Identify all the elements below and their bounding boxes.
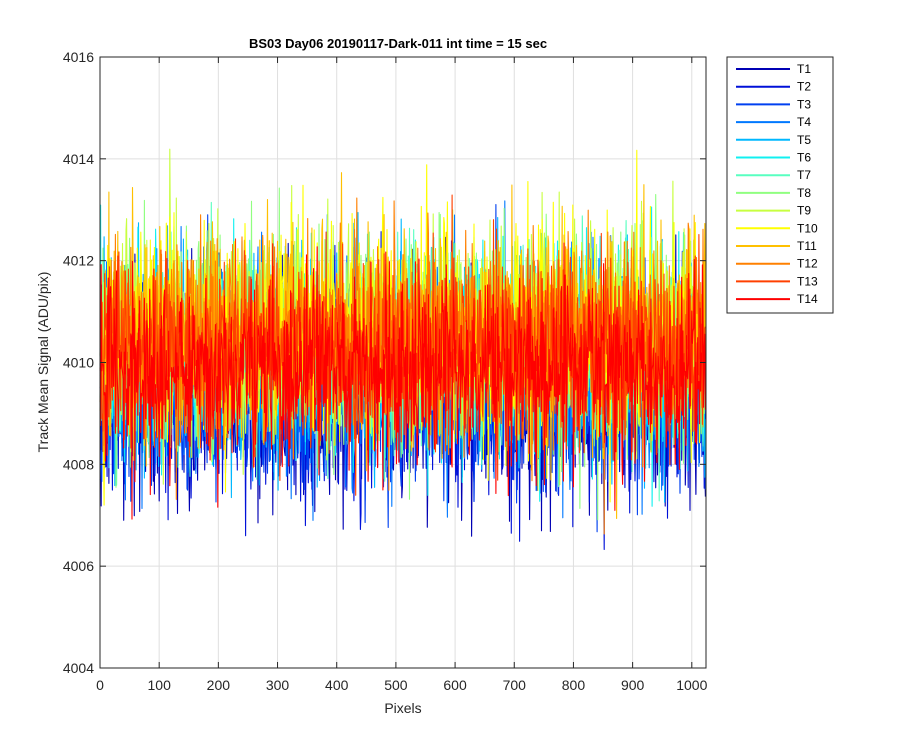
y-tick-label: 4006: [63, 558, 94, 574]
plot-area: 0 100 200 300 400 500 600 700 800 900 1000 4004 4006…: [63, 49, 708, 693]
y-tick-label: 4008: [63, 456, 94, 472]
y-tick-label: 4004: [63, 660, 94, 676]
legend-label-t2: T2: [797, 80, 811, 94]
x-tick-label: 800: [562, 677, 586, 693]
legend-label-t10: T10: [797, 221, 818, 235]
x-tick-label: 1000: [676, 677, 707, 693]
x-tick-label: 0: [96, 677, 104, 693]
x-tick-label: 500: [384, 677, 408, 693]
series-group: [99, 148, 706, 551]
legend-label-t4: T4: [797, 115, 811, 129]
y-axis-label: Track Mean Signal (ADU/pix): [35, 272, 51, 453]
legend-label-t13: T13: [797, 274, 818, 288]
legend-label-t8: T8: [797, 186, 811, 200]
series-line-t13: [99, 194, 706, 496]
x-tick-label: 400: [325, 677, 349, 693]
legend-label-t3: T3: [797, 97, 811, 111]
legend: T1 T2 T3 T4 T5 T6 T7 T8 T9 T10 T11 T12 T13 T14: [726, 56, 834, 314]
legend-label-t1: T1: [797, 62, 811, 76]
y-tick-label: 4012: [63, 253, 94, 269]
x-tick-label: 300: [266, 677, 290, 693]
x-axis-label: Pixels: [384, 700, 421, 716]
legend-label-t6: T6: [797, 151, 811, 165]
chart-title: BS03 Day06 20190117-Dark-011 int time = …: [249, 36, 547, 51]
legend-box: [726, 56, 834, 314]
legend-label-t5: T5: [797, 133, 811, 147]
y-tick-label: 4014: [63, 151, 94, 167]
legend-label-t9: T9: [797, 204, 811, 218]
legend-label-t12: T12: [797, 257, 818, 271]
legend-label-t14: T14: [797, 292, 818, 306]
axis-ticks: 0 100 200 300 400 500 600 700 800 900 1000 4004 4006…: [63, 49, 708, 693]
legend-label-t11: T11: [797, 239, 817, 253]
y-tick-label: 4010: [63, 355, 94, 371]
x-tick-label: 200: [207, 677, 231, 693]
x-tick-label: 100: [148, 677, 172, 693]
x-tick-label: 900: [621, 677, 645, 693]
x-tick-label: 600: [443, 677, 467, 693]
x-tick-label: 700: [503, 677, 527, 693]
series-line-t14: [99, 242, 706, 520]
y-tick-label: 4016: [63, 49, 94, 65]
legend-label-t7: T7: [797, 168, 811, 182]
